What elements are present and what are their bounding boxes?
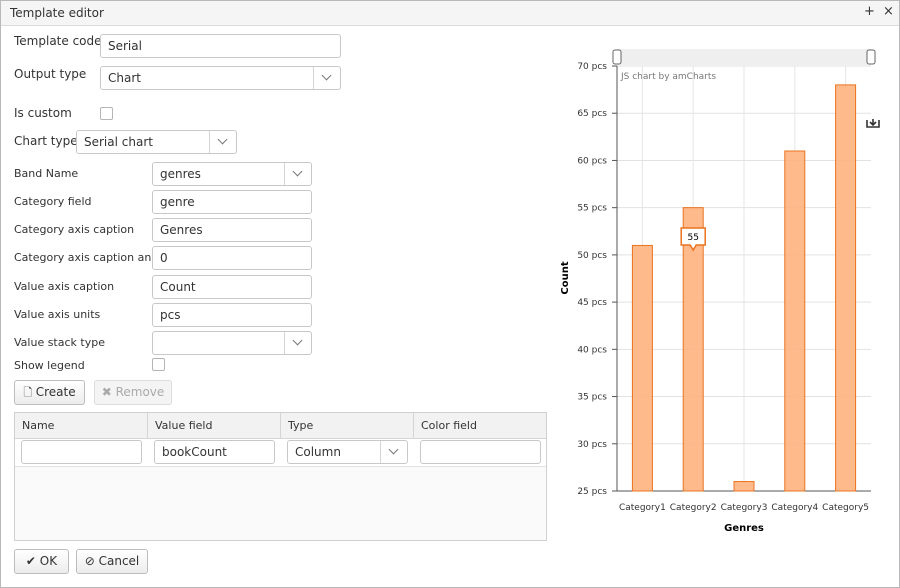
x-tick-label: Category3 [721,503,768,513]
y-tick-label: 70 pcs [577,62,607,72]
maximize[interactable]: + [864,4,875,19]
bar [784,150,806,492]
y-axis-title: Count [560,261,571,294]
title-bar [1,1,899,26]
select[interactable]: Column [287,440,408,464]
text-input[interactable]: Count [152,275,312,299]
text-input[interactable] [21,440,142,464]
ok-button[interactable]: ✔ OK [14,549,69,574]
bar [835,84,857,492]
y-tick-label: 55 pcs [577,204,607,214]
text-input[interactable]: genre [152,190,312,214]
bar [682,207,704,492]
label: Value axis caption [14,280,115,293]
y-tick-label: 30 pcs [577,440,607,450]
checkbox[interactable] [152,358,165,371]
credit: JS chart by amCharts [620,72,716,82]
button-label: Remove [115,385,165,399]
label: Category axis caption [14,223,135,236]
label: Template code [14,34,102,48]
x-tick-label: Category2 [670,503,717,513]
x-tick-label: Category4 [771,503,818,513]
label: Is custom [14,106,72,120]
select[interactable]: genres [152,162,312,186]
label: Value stack type [14,336,105,349]
scrollbar [617,49,871,65]
y-tick-label: 50 pcs [577,251,607,261]
y-tick-label: 25 pcs [577,487,607,497]
button-label: Cancel [98,554,140,568]
label: Value axis units [14,308,101,321]
column-header: Value field [148,413,281,438]
y-tick-label: 40 pcs [577,345,607,355]
checkbox[interactable] [100,107,113,120]
y-tick-label: 45 pcs [577,298,607,308]
text-input[interactable]: Serial [100,34,341,58]
bar [631,244,653,492]
column-header: Type [281,413,414,438]
balloon [680,227,706,252]
x-axis-title: Genres [724,523,764,534]
column-header: Color field [421,419,477,432]
window-title: Template editor [10,6,104,20]
label: Category field [14,195,92,208]
y-tick-label: 65 pcs [577,109,607,119]
select[interactable]: Serial chart [76,130,237,154]
label: Output type [14,67,87,81]
text-input[interactable]: 0 [152,246,312,270]
select[interactable]: Chart [100,66,341,90]
label: Category axis caption angle [14,251,169,264]
scroll-handle [866,49,876,65]
text-input[interactable]: pcs [152,303,312,327]
y-tick-label: 35 pcs [577,393,607,403]
column-header: Name [15,413,148,438]
text-input[interactable]: bookCount [154,440,275,464]
label: Band Name [14,167,79,180]
balloon-label: 55 [687,233,698,243]
bar [733,481,755,492]
export-icon [866,119,880,128]
x-tick-label: Category5 [822,503,869,513]
button-label: OK [39,554,58,568]
text-input[interactable]: Genres [152,218,312,242]
label: Chart type [14,134,78,148]
create-button[interactable]: 🗋 Create [14,380,85,405]
remove-button[interactable]: ✖ Remove [94,380,172,405]
close[interactable]: × [883,4,894,19]
button-label: Create [35,385,76,399]
cancel-button[interactable]: ⊘ Cancel [76,549,148,574]
y-tick-label: 60 pcs [577,156,607,166]
scroll-handle [612,49,622,65]
text-input[interactable] [420,440,541,464]
label: Show legend [14,359,85,372]
select[interactable] [152,331,312,355]
x-tick-label: Category1 [619,503,666,513]
